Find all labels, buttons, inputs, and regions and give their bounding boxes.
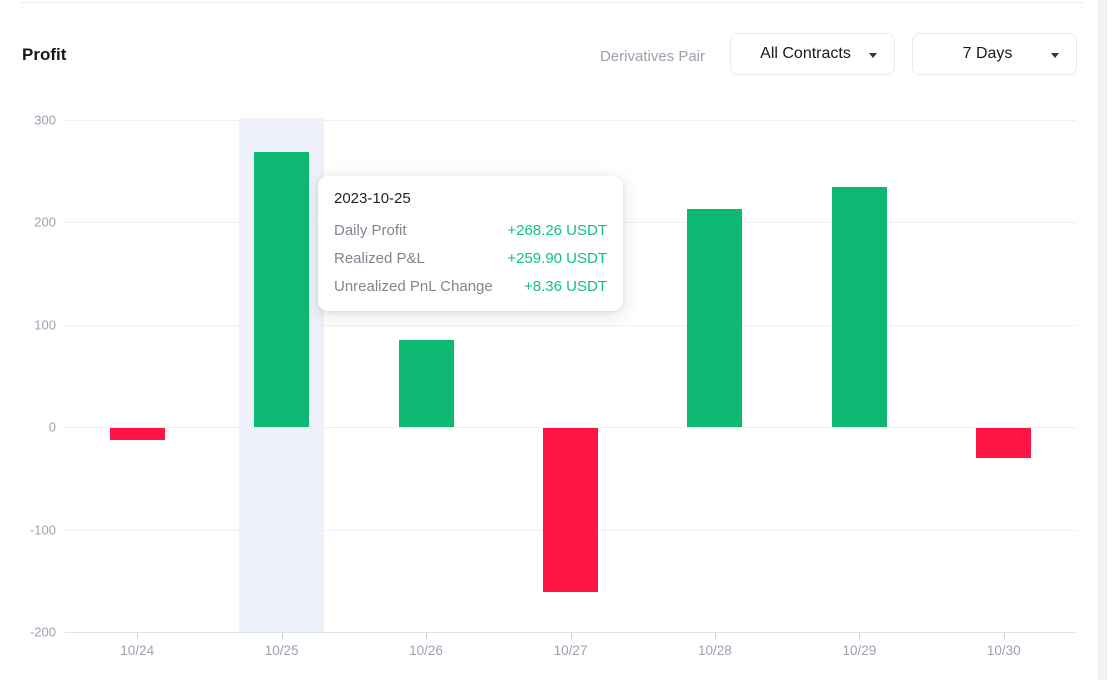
tooltip-row: Daily Profit +268.26 USDT bbox=[334, 216, 607, 244]
tooltip-date: 2023-10-25 bbox=[334, 190, 411, 207]
tooltip-row-value: +268.26 USDT bbox=[507, 221, 607, 239]
scrollbar[interactable] bbox=[1098, 0, 1107, 680]
profit-bar-10/26[interactable] bbox=[398, 339, 454, 427]
x-axis-line bbox=[65, 632, 1076, 633]
x-axis-tick-label: 10/27 bbox=[553, 643, 588, 658]
x-axis-tick bbox=[1004, 632, 1005, 639]
gridline bbox=[65, 120, 1076, 121]
tooltip-row-label: Realized P&L bbox=[334, 249, 425, 267]
x-axis-tick-label: 10/26 bbox=[409, 643, 443, 658]
x-axis-tick-label: 10/30 bbox=[986, 643, 1021, 658]
profit-bar-10/30[interactable] bbox=[976, 428, 1032, 458]
profit-bar-10/29[interactable] bbox=[831, 187, 887, 427]
x-axis-tick-label: 10/25 bbox=[264, 643, 299, 658]
y-axis-tick-label: 200 bbox=[34, 214, 56, 230]
tooltip-row-label: Daily Profit bbox=[334, 221, 407, 239]
page-title: Profit bbox=[22, 45, 67, 64]
y-axis-tick-label: 100 bbox=[34, 317, 56, 333]
chevron-down-icon bbox=[869, 53, 877, 58]
x-axis-tick bbox=[859, 632, 860, 639]
gridline bbox=[65, 427, 1076, 428]
profit-bar-10/27[interactable] bbox=[543, 428, 598, 592]
tooltip-row-label: Unrealized PnL Change bbox=[334, 277, 493, 295]
x-axis-tick-label: 10/29 bbox=[842, 643, 877, 658]
tooltip-row-value: +8.36 USDT bbox=[524, 277, 607, 295]
x-axis-tick bbox=[282, 632, 283, 639]
x-axis-tick bbox=[426, 632, 427, 639]
y-axis-tick-label: -100 bbox=[29, 522, 56, 538]
profit-bar-10/25[interactable] bbox=[254, 152, 310, 427]
chevron-down-icon bbox=[1051, 53, 1059, 58]
y-axis-tick-label: 300 bbox=[34, 112, 56, 128]
x-axis-tick bbox=[137, 632, 138, 639]
contracts-dropdown-value: All Contracts bbox=[760, 45, 851, 62]
chart-tooltip: 2023-10-25 Daily Profit +268.26 USDT Reali… bbox=[318, 176, 623, 311]
tooltip-row: Unrealized PnL Change +8.36 USDT bbox=[334, 272, 607, 300]
x-axis-tick-label: 10/24 bbox=[120, 643, 155, 658]
x-axis-tick-label: 10/28 bbox=[698, 643, 732, 658]
tooltip-row-value: +259.90 USDT bbox=[507, 249, 607, 267]
gridline bbox=[65, 325, 1076, 326]
x-axis-tick bbox=[571, 632, 572, 639]
profit-bar-10/24[interactable] bbox=[109, 428, 165, 441]
y-axis-tick-label: -200 bbox=[29, 624, 56, 640]
tooltip-row: Realized P&L +259.90 USDT bbox=[334, 244, 607, 272]
y-axis-tick-label: 0 bbox=[48, 419, 56, 435]
profit-bar-10/28[interactable] bbox=[687, 208, 743, 427]
header-divider bbox=[20, 2, 1084, 3]
derivatives-pair-label: Derivatives Pair bbox=[599, 48, 705, 65]
x-axis-tick bbox=[715, 632, 716, 639]
contracts-dropdown[interactable]: All Contracts bbox=[730, 33, 895, 75]
period-dropdown[interactable]: 7 Days bbox=[912, 33, 1077, 75]
period-dropdown-value: 7 Days bbox=[962, 45, 1013, 62]
